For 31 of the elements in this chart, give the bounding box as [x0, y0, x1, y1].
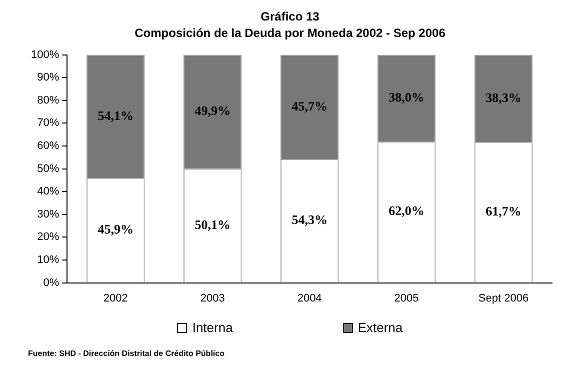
data-label: 54,3% — [292, 212, 328, 228]
y-tick-label: 30% — [37, 208, 60, 220]
data-label: 45,9% — [98, 222, 134, 237]
text: Interna — [192, 320, 233, 335]
data-label: 45,7% — [292, 98, 328, 114]
y-tick-label: 20% — [37, 231, 60, 244]
y-tick-label: 10% — [37, 254, 60, 266]
source-note: Fuente: SHD - Dirección Distrital de Crédito Público — [28, 349, 226, 358]
y-tick-label: 60% — [37, 140, 60, 152]
legend-label: Externa — [358, 320, 403, 335]
x-tick-label: 2002 — [103, 292, 128, 304]
y-tick-label: 90% — [37, 72, 60, 84]
y-tick-label: 40% — [37, 186, 60, 198]
data-label: 61,7% — [486, 204, 522, 219]
chart-title: Gráfico 13 — [260, 10, 320, 24]
data-label: 38,0% — [388, 89, 424, 104]
data-label: 54,1% — [98, 108, 134, 123]
y-tick-label: 70% — [37, 117, 60, 130]
y-tick-label: 80% — [37, 94, 60, 106]
x-tick-label: 2004 — [297, 292, 322, 304]
data-label: 50,1% — [194, 216, 230, 232]
data-label: 62,0% — [388, 203, 424, 218]
data-label: 38,3% — [486, 90, 522, 105]
y-tick-label: 50% — [37, 162, 60, 175]
data-label: 49,9% — [194, 103, 230, 118]
y-tick-label: 100% — [30, 48, 60, 61]
y-tick-label: 0% — [43, 276, 60, 289]
x-tick-label: 2003 — [200, 292, 225, 304]
chart-subtitle: Composición de la Deuda por Moneda 2002 - Sep 2006 — [134, 26, 446, 40]
x-tick-label: Sept 2006 — [478, 292, 529, 304]
x-tick-label: 2005 — [394, 292, 419, 304]
